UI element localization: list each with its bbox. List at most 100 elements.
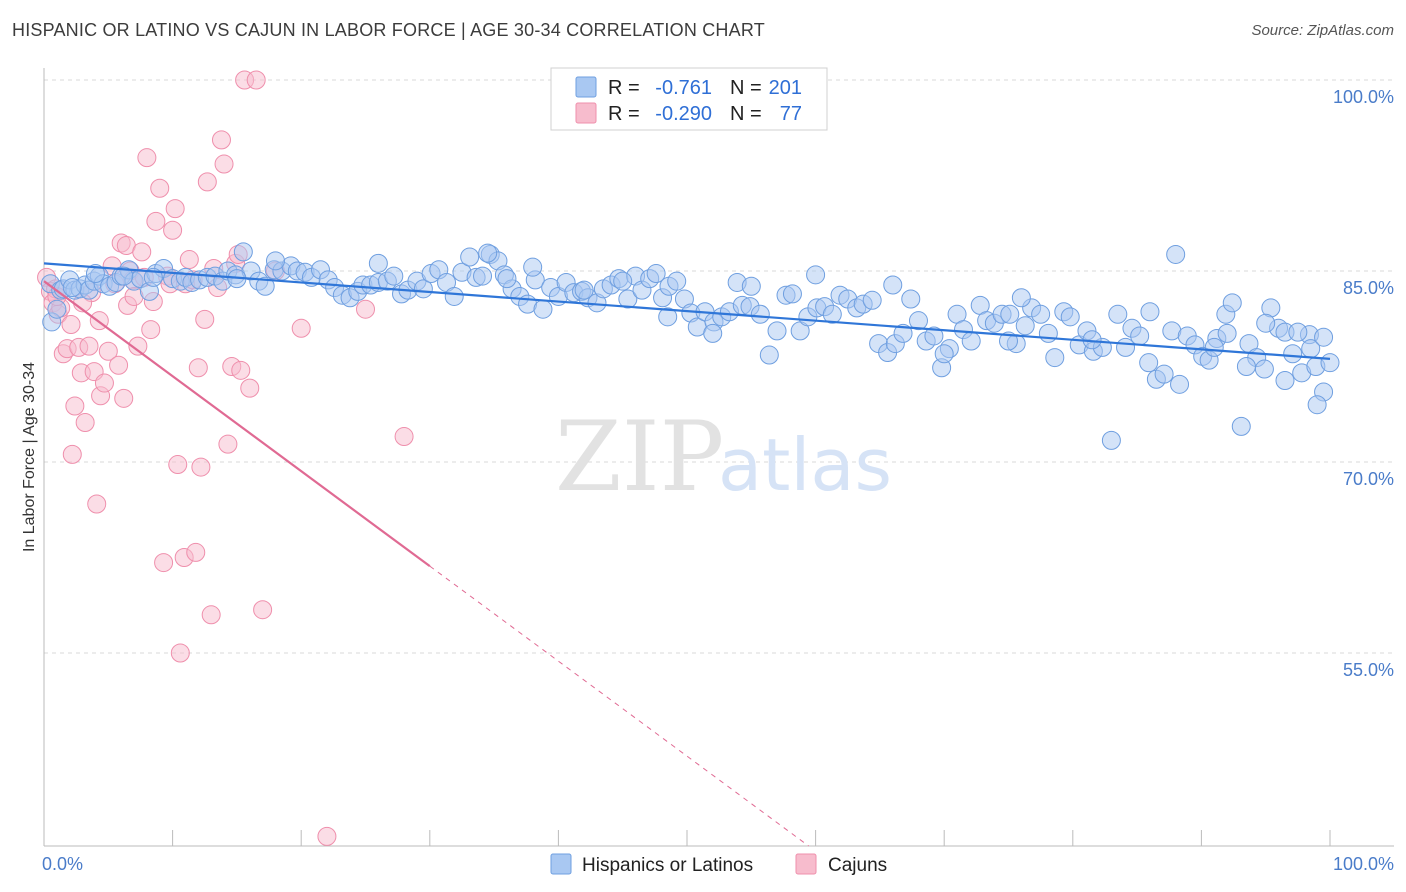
x-tick-label-100: 100.0% [1333, 854, 1394, 874]
cajun-point-67 [240, 378, 260, 398]
series-legend: Hispanics or Latinos Cajuns [550, 853, 887, 876]
hispanic-point-180 [1236, 357, 1256, 376]
legend-n-value-blue: 201 [769, 77, 802, 99]
cajun-point-52 [188, 358, 208, 378]
hispanic-point-185 [1307, 395, 1327, 415]
bottom-legend-label-blue: Hispanics or Latinos [582, 855, 753, 876]
hispanic-point-139 [1045, 348, 1065, 368]
hispanic-point-178 [1204, 337, 1224, 357]
legend-box [550, 67, 828, 131]
cajun-point-54 [195, 309, 215, 329]
hispanic-point-163 [1231, 416, 1251, 436]
cajun-point-17 [87, 494, 107, 514]
cajun-point-56 [201, 605, 221, 625]
cajun-point-71 [291, 318, 311, 338]
cajun-point-8 [61, 314, 81, 334]
cajun-point-44 [165, 199, 185, 219]
legend-swatch-blue [575, 76, 597, 98]
hispanic-point-150 [1130, 326, 1150, 346]
hispanic-point-207 [62, 278, 82, 298]
bottom-legend-swatch-pink [795, 853, 817, 875]
hispanic-point-190 [934, 344, 954, 364]
x-ticks [172, 830, 1331, 846]
hispanic-point-133 [1000, 304, 1020, 324]
hispanic-point-189 [1011, 288, 1031, 308]
y-axis-title: In Labor Force | Age 30-34 [21, 362, 38, 552]
cajun-point-24 [109, 355, 129, 375]
cajun-point-39 [150, 178, 170, 198]
hispanic-point-101 [750, 304, 770, 324]
cajun-point-10 [65, 396, 85, 416]
cajun-point-26 [114, 388, 134, 408]
cajun-point-53 [191, 457, 211, 477]
hispanic-point-170 [1283, 344, 1303, 364]
hispanic-point-52 [384, 266, 404, 286]
hispanic-point-194 [703, 323, 723, 343]
hispanic-point-197 [574, 280, 594, 300]
hispanic-point-87 [646, 264, 666, 284]
cajun-trend-extension [429, 565, 809, 847]
chart-title: HISPANIC OR LATINO VS CAJUN IN LABOR FOR… [12, 20, 765, 40]
cajun-point-40 [154, 553, 174, 573]
hispanic-point-179 [1217, 323, 1237, 343]
hispanic-point-135 [1015, 316, 1035, 336]
hispanic-point-147 [1108, 304, 1128, 324]
hispanic-point-62 [460, 247, 480, 267]
hispanic-point-119 [893, 323, 913, 343]
cajun-point-61 [218, 434, 238, 454]
hispanic-point-206 [85, 264, 105, 284]
hispanic-point-205 [114, 266, 134, 286]
hispanic-point-105 [782, 284, 802, 304]
cajun-point-59 [211, 130, 231, 150]
cajun-point-32 [128, 336, 148, 356]
cajuns-points [37, 70, 414, 846]
hispanic-point-102 [759, 345, 779, 365]
legend-n-value-pink: 77 [780, 103, 802, 125]
cajun-point-14 [79, 336, 99, 356]
y-tick-label-70: 70.0% [1343, 469, 1394, 489]
cajun-point-69 [253, 600, 273, 620]
watermark-zip: ZIP [555, 401, 724, 513]
x-tick-label-0: 0.0% [42, 854, 83, 874]
cajun-point-46 [170, 643, 190, 663]
hispanic-point-169 [1275, 371, 1295, 391]
watermark: ZIP atlas [555, 401, 892, 513]
cajun-point-68 [246, 70, 266, 90]
legend-r-value-pink: -0.290 [655, 103, 712, 125]
legend-n-label-blue: N = [730, 77, 762, 99]
legend-r-label-blue: R = [608, 77, 640, 99]
cajun-point-72 [317, 826, 337, 846]
hispanic-point-155 [1170, 374, 1190, 394]
hispanic-point-32 [233, 242, 253, 262]
hispanic-point-146 [1101, 430, 1121, 450]
hispanic-point-121 [908, 311, 928, 331]
hispanic-point-193 [741, 276, 761, 296]
y-tick-labels: 100.0% 85.0% 70.0% 55.0% [1333, 87, 1394, 680]
cajun-point-51 [186, 542, 206, 562]
bottom-legend-label-pink: Cajuns [828, 855, 887, 876]
hispanic-point-151 [1139, 353, 1159, 373]
hispanic-point-198 [523, 257, 543, 277]
correlation-legend: R = -0.761 N = 201 R = -0.290 N = 77 [550, 67, 828, 131]
cajun-point-55 [197, 172, 217, 192]
cajun-point-35 [137, 148, 157, 168]
hispanic-point-64 [473, 266, 493, 286]
hispanic-point-2 [47, 299, 67, 319]
cajun-point-20 [94, 373, 114, 393]
cajun-point-73 [356, 299, 375, 319]
source-credit: Source: ZipAtlas.com [1251, 22, 1394, 39]
hispanic-point-35 [255, 276, 275, 296]
cajun-point-38 [146, 211, 166, 231]
hispanic-point-123 [924, 326, 944, 346]
cajun-point-33 [132, 242, 152, 262]
cajun-point-36 [141, 320, 161, 340]
cajun-point-65 [231, 360, 251, 380]
axes [43, 68, 1394, 847]
hispanic-point-177 [1140, 302, 1160, 322]
hispanic-point-200 [478, 243, 498, 263]
y-tick-label-85: 85.0% [1343, 278, 1394, 298]
hispanic-point-191 [883, 275, 903, 295]
hispanic-point-188 [999, 331, 1018, 351]
hispanic-point-138 [1038, 323, 1058, 343]
